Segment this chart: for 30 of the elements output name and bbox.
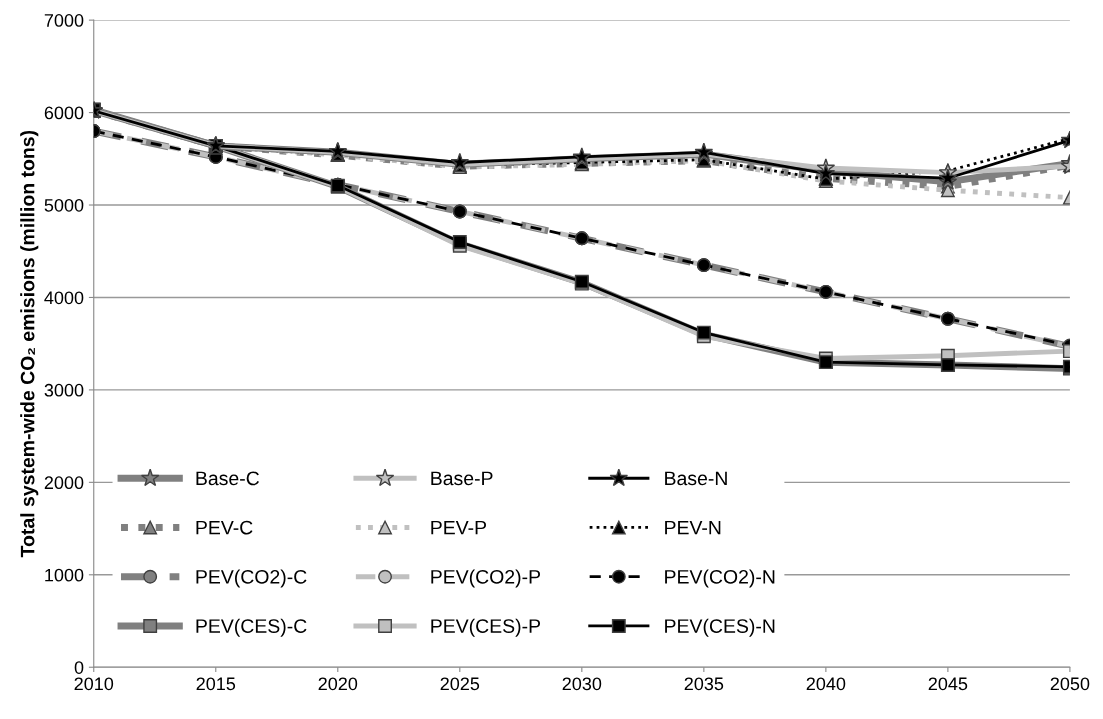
y-tick-label: 0 — [74, 661, 84, 674]
x-tick-label: 2025 — [440, 677, 480, 691]
y-tick-label: 7000 — [44, 14, 84, 27]
legend-label: PEV-C — [196, 520, 253, 535]
legend-label: Base-P — [431, 471, 493, 486]
legend-label: Base-N — [665, 471, 727, 486]
x-tick-label: 2010 — [74, 677, 114, 691]
legend-label: PEV(CO2)-N — [665, 569, 775, 588]
y-tick-label: 5000 — [44, 198, 84, 212]
legend-label: Base-C — [196, 471, 259, 486]
x-tick-label: 2020 — [318, 677, 358, 691]
y-axis-title: Total system-wide CO₂ emisions (million tons) — [20, 130, 39, 558]
y-tick-label: 3000 — [44, 383, 84, 397]
legend-label: PEV(CES)-C — [196, 618, 307, 637]
x-tick-label: 2050 — [1050, 677, 1090, 691]
y-tick-label: 6000 — [44, 106, 84, 120]
x-tick-label: 2040 — [806, 677, 846, 691]
legend-label: PEV(CO2)-P — [431, 569, 541, 588]
legend-label: PEV(CES)-N — [665, 618, 775, 637]
y-tick-label: 4000 — [44, 291, 84, 305]
legend-label: PEV-N — [665, 520, 721, 535]
legend-label: PEV(CO2)-C — [196, 569, 307, 588]
y-tick-label: 2000 — [44, 476, 84, 490]
x-tick-label: 2045 — [928, 677, 968, 691]
x-tick-label: 2035 — [684, 677, 724, 691]
x-tick-label: 2015 — [196, 677, 236, 691]
legend-label: PEV(CES)-P — [431, 618, 541, 637]
x-tick-label: 2030 — [562, 677, 602, 691]
y-tick-label: 1000 — [45, 568, 84, 582]
legend-label: PEV-P — [431, 520, 487, 535]
